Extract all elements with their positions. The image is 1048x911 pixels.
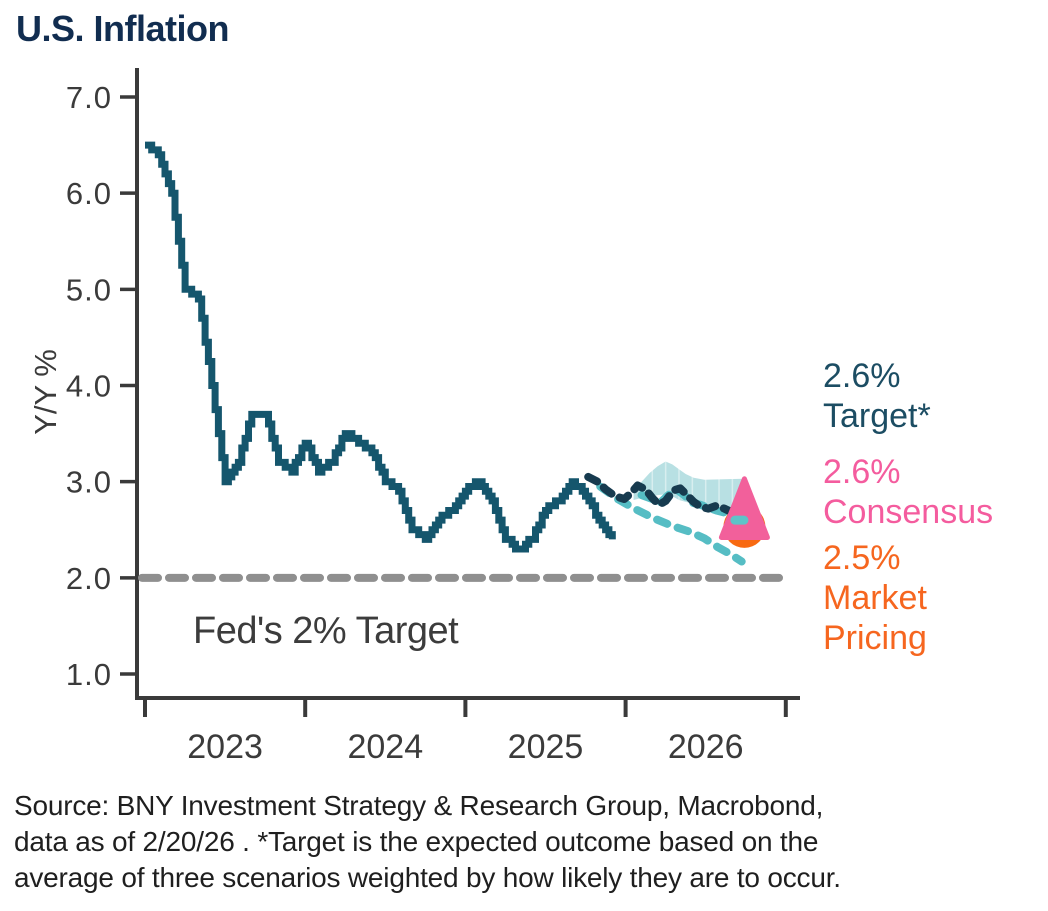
y-tick-label: 5.0 <box>66 272 112 307</box>
inflation-chart: 7.0 6.0 5.0 4.0 3.0 2.0 1.0 2023 2024 2025 2026 <box>66 68 800 766</box>
y-tick-label: 6.0 <box>66 176 112 211</box>
x-tick-label: 2025 <box>508 728 584 766</box>
y-tick-label: 7.0 <box>66 80 112 115</box>
chart-svg: 7.0 6.0 5.0 4.0 3.0 2.0 1.0 2023 2024 2025 2026 <box>66 68 800 766</box>
source-note: Source: BNY Investment Strategy & Resear… <box>14 788 974 896</box>
source-line-2: data as of 2/20/26 . *Target is the expe… <box>14 826 819 857</box>
annotation-market-value: 2.5% <box>823 539 901 577</box>
y-tick-label: 2.0 <box>66 561 112 596</box>
annotation-market: 2.5% Market Pricing <box>823 538 1043 658</box>
y-tick-label: 4.0 <box>66 369 112 404</box>
y-tick-label: 3.0 <box>66 465 112 500</box>
annotation-target-value: 2.6% <box>823 357 901 395</box>
annotation-market-text2: Pricing <box>823 619 927 657</box>
scenario-band <box>633 460 744 509</box>
annotation-market-text1: Market <box>823 579 927 617</box>
fed-target-label: Fed's 2% Target <box>193 610 459 652</box>
x-tick-label: 2024 <box>347 728 423 766</box>
target-marker <box>730 515 749 525</box>
annotation-consensus-value: 2.6% <box>823 453 901 491</box>
page-title: U.S. Inflation <box>16 8 230 49</box>
x-tick-label: 2023 <box>187 728 263 766</box>
annotation-consensus: 2.6% Consensus <box>823 452 1043 532</box>
source-line-3: average of three scenarios weighted by h… <box>14 862 841 893</box>
source-line-1: Source: BNY Investment Strategy & Resear… <box>14 790 824 821</box>
market-pricing-dashed-line <box>596 482 746 566</box>
annotation-target: 2.6% Target* <box>823 356 1043 436</box>
annotation-target-text: Target* <box>823 397 931 435</box>
historical-cpi-line <box>145 141 616 553</box>
y-tick-label: 1.0 <box>66 657 112 692</box>
axes: 7.0 6.0 5.0 4.0 3.0 2.0 1.0 2023 2024 2025 2026 <box>66 68 800 766</box>
target-dashed-line <box>584 472 737 517</box>
x-tick-label: 2026 <box>668 728 744 766</box>
scenario-band-area <box>633 461 744 509</box>
end-marker-group <box>718 476 770 548</box>
annotation-consensus-text: Consensus <box>823 493 994 531</box>
